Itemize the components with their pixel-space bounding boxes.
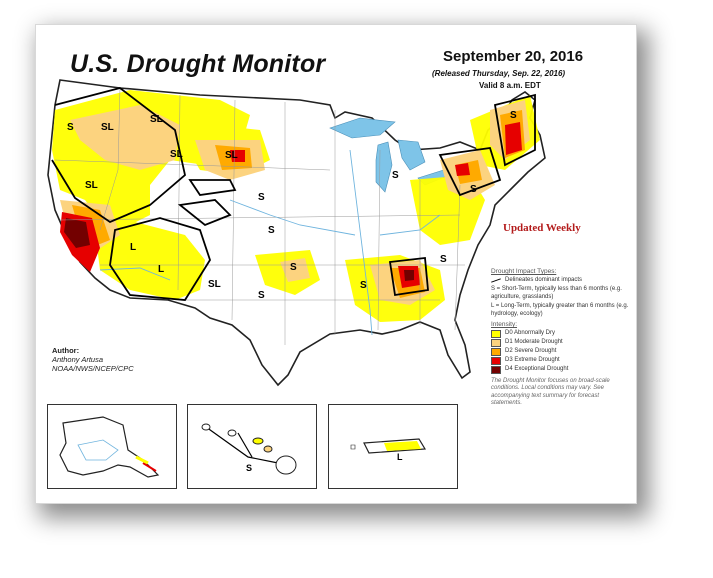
short-term-text: S = Short-Term, typically less than 6 mo… <box>491 286 622 300</box>
legend-row-d3: D3 Extreme Drought <box>491 356 631 365</box>
author-heading: Author: <box>52 346 80 355</box>
legend: Drought Impact Types: Delineates dominan… <box>491 265 631 410</box>
swatch-d2 <box>491 347 501 356</box>
map-date: September 20, 2016 <box>443 48 584 65</box>
impact-line-icon <box>491 278 501 283</box>
intensity-title: Intensity: <box>491 321 518 328</box>
delineates-text: Delineates dominant impacts <box>505 276 583 283</box>
legend-row-d4: D4 Exceptional Drought <box>491 365 631 374</box>
swatch-d0 <box>491 329 501 338</box>
legend-label-d1: D1 Moderate Drought <box>505 338 563 345</box>
valid-time: Valid 8 a.m. EDT <box>479 81 541 90</box>
legend-row-d0: D0 Abnormally Dry <box>491 329 631 338</box>
author-org: NOAA/NWS/NCEP/CPC <box>52 364 134 373</box>
alaska-inset <box>47 404 177 489</box>
swatch-d1 <box>491 338 501 347</box>
hawaii-map: S <box>201 423 297 475</box>
hawaii-inset: S <box>187 404 317 489</box>
delineates-row: Delineates dominant impacts <box>491 277 631 285</box>
hawaii-s-label: S <box>246 463 252 473</box>
legend-label-d3: D3 Extreme Drought <box>505 356 560 363</box>
author-block: Author: Anthony Artusa NOAA/NWS/NCEP/CPC <box>52 346 134 373</box>
legend-row-d2: D2 Severe Drought <box>491 347 631 356</box>
legend-label-d2: D2 Severe Drought <box>505 347 557 354</box>
legend-note: The Drought Monitor focuses on broad-sca… <box>491 377 610 407</box>
long-term-text: L = Long-Term, typically greater than 6 … <box>491 303 629 317</box>
updated-weekly-note: Updated Weekly <box>503 222 581 234</box>
impact-types-title: Drought Impact Types: <box>491 268 557 275</box>
map-title: U.S. Drought Monitor <box>70 50 326 78</box>
release-date: (Released Thursday, Sep. 22, 2016) <box>432 69 566 78</box>
swatch-d4 <box>491 365 501 374</box>
legend-label-d4: D4 Exceptional Drought <box>505 365 569 372</box>
author-name: Anthony Artusa <box>52 355 104 364</box>
puerto-rico-map: L <box>350 438 427 462</box>
puerto-rico-inset: L <box>328 404 458 489</box>
swatch-d3 <box>491 356 501 365</box>
legend-row-d1: D1 Moderate Drought <box>491 338 631 347</box>
pr-l-label: L <box>397 452 403 462</box>
alaska-map <box>59 416 160 478</box>
legend-label-d0: D0 Abnormally Dry <box>505 329 556 336</box>
